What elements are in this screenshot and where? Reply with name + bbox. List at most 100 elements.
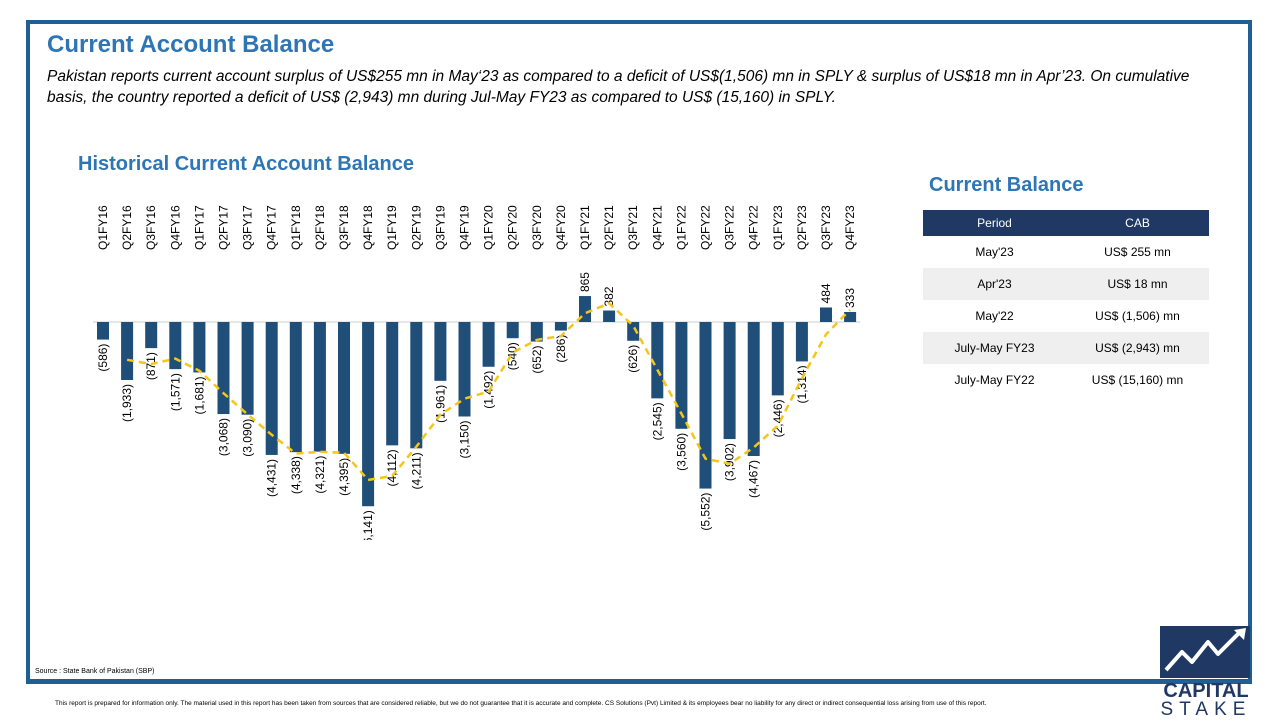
category-label: Q3FY19 [433,205,447,250]
data-label: (3,068) [217,418,231,456]
bar [362,322,375,507]
bar [265,322,278,455]
category-label: Q3FY21 [626,205,640,250]
cab-cell: US$ (15,160) mn [1091,373,1184,387]
bar [627,322,640,341]
report-frame [26,20,1252,684]
data-label: (1,314) [795,365,809,403]
bar [241,322,254,415]
category-label: Q4FY16 [168,205,182,250]
page-title: Current Account Balance [47,31,335,58]
bar [482,322,495,367]
disclaimer: This report is prepared for information … [55,700,987,707]
data-label: (3,150) [458,421,472,459]
period-cell: July-May FY23 [923,332,1066,364]
data-label: (4,395) [337,458,351,496]
category-label: Q3FY23 [819,205,833,250]
category-label: Q4FY22 [747,205,761,250]
category-label: Q2FY21 [602,205,616,250]
cab-bar-chart: Q1FY16 (586) Q2FY16 (1,933) Q3FY16 (871) Q4FY1… [93,205,861,540]
bar [410,322,423,449]
bar [723,322,736,440]
bar [217,322,230,415]
data-label: (4,467) [747,460,761,498]
bar [795,322,808,362]
logo-emblem [1160,626,1250,678]
bar [97,322,109,340]
bar [506,322,519,339]
table-row: May'23 US$ 255 mn [923,236,1209,268]
table-header-row: Period CAB [923,210,1209,236]
bar [651,322,664,399]
header-period: Period [923,210,1066,236]
rising-chart-icon [1164,628,1246,672]
data-label: (3,090) [241,419,255,457]
bar [193,322,206,373]
category-label: Q4FY21 [650,205,664,250]
data-label: (4,338) [289,456,303,494]
category-label: Q2FY19 [409,205,423,250]
cab-cell: US$ 255 mn [1104,245,1171,259]
data-label: (3,560) [674,433,688,471]
bar [699,322,712,489]
table-title: Current Balance [929,174,1084,196]
bar [579,296,591,322]
data-label: (286) [554,335,568,363]
bar [145,322,158,349]
chart-title: Historical Current Account Balance [78,153,415,175]
data-label: (871) [144,352,158,380]
data-label: (2,545) [650,402,664,440]
table-row: May'22 US$ (1,506) mn [923,300,1209,332]
table-row: Apr'23 US$ 18 mn [923,268,1209,300]
category-label: Q4FY18 [361,205,375,250]
capital-stake-logo: CAPITAL STAKE [1160,626,1252,720]
category-label: Q1FY21 [578,205,592,250]
category-label: Q1FY16 [96,205,110,250]
data-label: (540) [506,342,520,370]
bar [675,322,688,429]
category-label: Q4FY19 [458,205,472,250]
category-label: Q4FY23 [843,205,857,250]
logo-word-capital: CAPITAL [1163,680,1249,702]
category-label: Q3FY18 [337,205,351,250]
cab-cell: US$ (2,943) mn [1066,332,1209,364]
category-label: Q1FY22 [674,205,688,250]
data-label: (652) [530,346,544,374]
category-label: Q2FY22 [699,205,713,250]
category-label: Q4FY17 [265,205,279,250]
category-label: Q2FY23 [795,205,809,250]
bar [434,322,447,381]
category-label: Q4FY20 [554,205,568,250]
bar [844,312,857,322]
data-label: (4,431) [265,459,279,497]
data-label: (4,321) [313,456,327,494]
period-cell: May'22 [975,309,1014,323]
trendline [126,301,851,482]
bar [169,322,182,370]
data-label: (626) [626,345,640,373]
header-cab: CAB [1066,210,1209,236]
cab-cell: US$ 18 mn [1066,268,1209,300]
category-label: Q3FY20 [530,205,544,250]
category-label: Q1FY20 [482,205,496,250]
logo-word-stake: STAKE [1160,699,1252,720]
category-label: Q3FY16 [144,205,158,250]
bar [747,322,760,457]
bar [530,322,543,342]
category-label: Q3FY22 [723,205,737,250]
bar [458,322,471,417]
data-label: (1,681) [192,376,206,414]
category-label: Q1FY23 [771,205,785,250]
bar [121,322,134,380]
data-label: 484 [819,283,833,303]
data-label: 865 [578,272,592,292]
period-cell: Apr'23 [923,268,1066,300]
data-label: 333 [843,288,857,308]
data-label: 382 [602,286,616,306]
bar [820,307,832,322]
data-label: (3,902) [723,443,737,481]
data-label: (586) [96,344,110,372]
current-balance-table: Period CAB May'23 US$ 255 mn Apr'23 US$ … [923,210,1209,396]
bar [289,322,302,453]
page-subtitle: Pakistan reports current account surplus… [47,68,1190,106]
